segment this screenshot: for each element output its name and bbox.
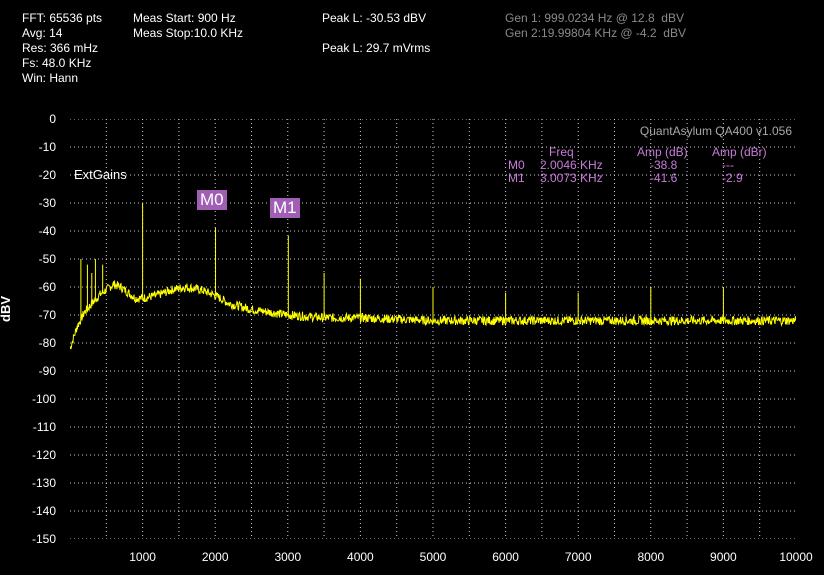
gen1-status: Gen 1: 999.0234 Hz @ 12.8 dBV	[505, 11, 684, 25]
spectrum-svg	[70, 119, 796, 539]
x-tick-label: 3000	[274, 550, 302, 564]
x-tick-label: 5000	[419, 550, 447, 564]
marker-row-amp-dbr: -2.9	[722, 171, 743, 185]
marker-row-amp-db: -38.8	[650, 158, 678, 172]
y-tick-label: -100	[31, 392, 56, 406]
marker-m1-label[interactable]: M1	[270, 198, 300, 218]
y-tick-label: -80	[38, 336, 56, 350]
y-tick-label: -60	[38, 280, 56, 294]
marker-header-freq: Freq	[549, 145, 574, 159]
marker-m0-label[interactable]: M0	[197, 190, 227, 210]
marker-row-amp-db: -41.6	[650, 171, 678, 185]
peak-dbv: Peak L: -30.53 dBV	[322, 11, 427, 25]
y-tick-label: -130	[31, 476, 56, 490]
grid	[70, 119, 796, 539]
x-tick-label: 10000	[779, 550, 813, 564]
y-tick-label: -30	[38, 196, 56, 210]
y-tick-label: -10	[38, 140, 56, 154]
marker-row-amp-dbr: ---	[722, 158, 734, 172]
y-axis-label: dBV	[0, 296, 13, 322]
y-tick-label: -110	[32, 420, 56, 434]
marker-row-freq: 2.0046 KHz	[540, 158, 603, 172]
peak-mvrms: Peak L: 29.7 mVrms	[322, 41, 431, 55]
y-tick-label: -70	[38, 308, 56, 322]
x-tick-label: 6000	[492, 550, 519, 564]
resolution: Res: 366 mHz	[22, 41, 99, 55]
sample-rate: Fs: 48.0 KHz	[22, 56, 92, 70]
y-tick-label: -20	[38, 168, 56, 182]
marker-header-amp-dbr: Amp (dBr)	[712, 145, 767, 159]
meas-start: Meas Start: 900 Hz	[133, 11, 236, 25]
x-tick-label: 4000	[347, 550, 374, 564]
app-watermark: QuantAsylum QA400 v1.056	[639, 124, 792, 138]
window-type: Win: Hann	[22, 71, 79, 85]
spectrum-plot[interactable]	[70, 119, 796, 539]
y-tick-label: -140	[31, 504, 56, 518]
gen2-status: Gen 2:19.99804 KHz @ -4.2 dBV	[505, 26, 686, 40]
fft-size: FFT: 65536 pts	[22, 11, 103, 25]
meas-stop: Meas Stop:10.0 KHz	[133, 26, 244, 40]
x-tick-label: 2000	[201, 550, 229, 564]
x-tick-label: 9000	[710, 550, 737, 564]
marker-row-name: M1	[508, 171, 525, 185]
y-tick-label: -90	[38, 364, 56, 378]
x-tick-label: 8000	[637, 550, 665, 564]
x-tick-label: 7000	[564, 550, 592, 564]
x-tick-label: 1000	[129, 550, 156, 564]
ext-gains-label: ExtGains	[74, 167, 127, 182]
marker-row-freq: 3.0073 KHz	[540, 171, 603, 185]
y-tick-label: -150	[31, 532, 56, 546]
marker-header-amp-db: Amp (dB)	[637, 145, 688, 159]
marker-row-name: M0	[508, 158, 525, 172]
avg-count: Avg: 14	[22, 26, 63, 40]
y-tick-label: -50	[38, 252, 56, 266]
y-tick-label: 0	[49, 112, 56, 126]
y-tick-label: -120	[31, 448, 56, 462]
y-tick-label: -40	[38, 224, 56, 238]
